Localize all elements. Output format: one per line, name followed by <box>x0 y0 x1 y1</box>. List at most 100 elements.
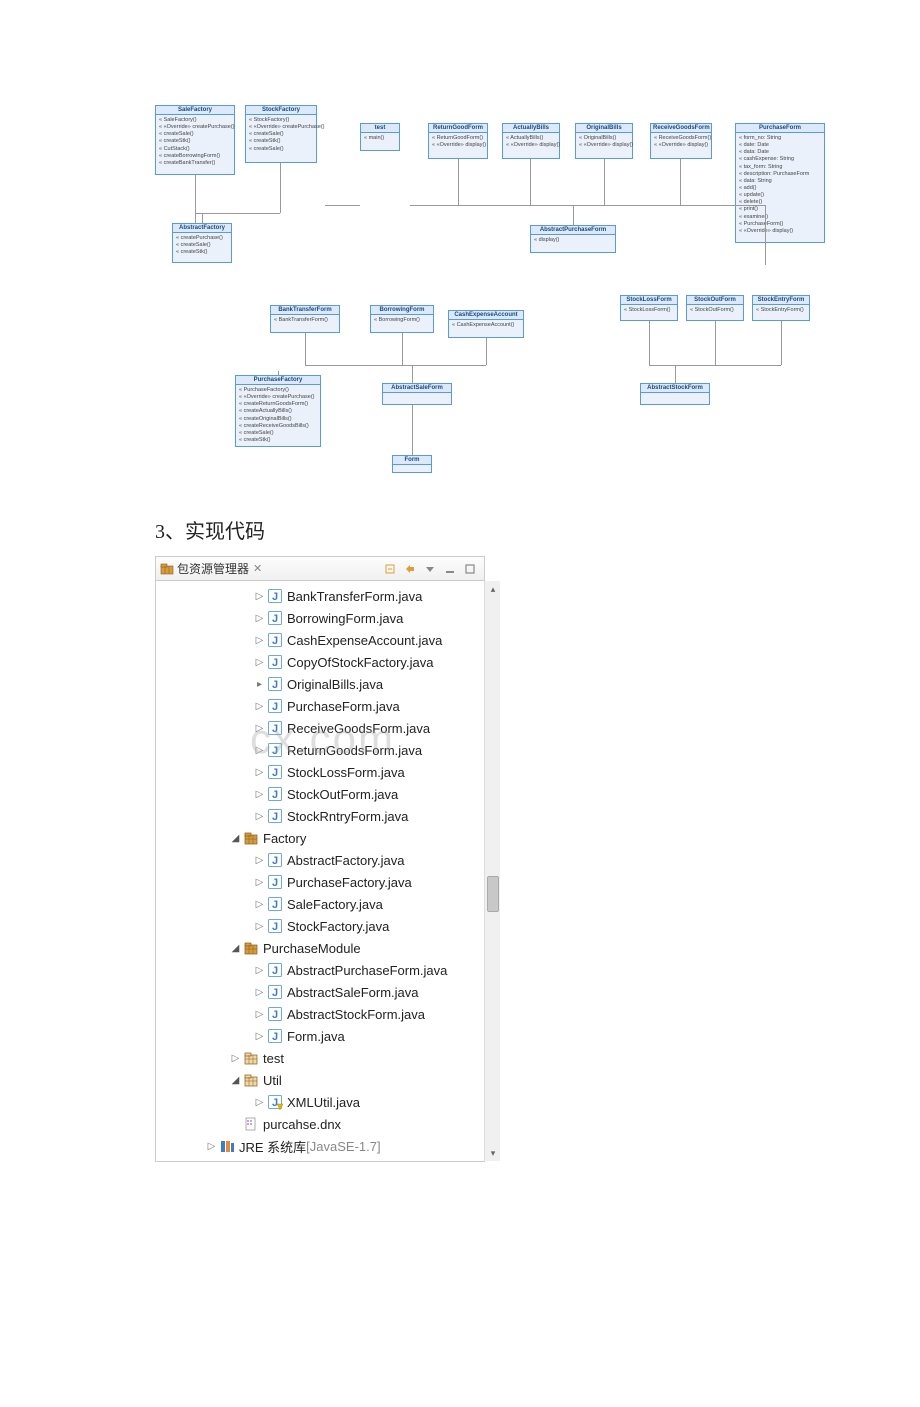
expander-icon[interactable]: ▷ <box>254 745 265 756</box>
tree-item[interactable]: ▷JAbstractStockForm.java <box>156 1003 484 1025</box>
uml-box-receiveGoodsForm: ReceiveGoodsForm« ReceiveGoodsForm()« «O… <box>650 123 712 159</box>
scrollbar[interactable]: ▴ ▾ <box>484 581 500 1161</box>
svg-text:J: J <box>272 987 278 999</box>
tree-item[interactable]: ▷JCashExpenseAccount.java <box>156 629 484 651</box>
svg-text:J: J <box>272 789 278 801</box>
expander-icon[interactable]: ▷ <box>254 789 265 800</box>
link-editor-icon[interactable] <box>402 561 418 577</box>
tree-item[interactable]: ▷ J StockOutForm.java <box>156 783 484 805</box>
tree-item[interactable]: ▷JAbstractPurchaseForm.java <box>156 959 484 981</box>
package-icon <box>243 830 259 846</box>
java-icon: J <box>267 610 283 626</box>
tree-item[interactable]: ▷ J Form.java <box>156 1025 484 1047</box>
uml-box-borrowingForm: BorrowingForm« BorrowingForm() <box>370 305 434 333</box>
java-icon: J <box>267 698 283 714</box>
tree-item[interactable]: ▷JStockRntryForm.java <box>156 805 484 827</box>
expander-icon[interactable]: ▷ <box>254 899 265 910</box>
tree-item[interactable]: ◢ Util <box>156 1069 484 1091</box>
uml-box-abstractPurchaseForm: AbstractPurchaseForm« display() <box>530 225 616 253</box>
package-explorer-icon <box>160 562 174 576</box>
tree-item[interactable]: ◢ PurchaseModule <box>156 937 484 959</box>
expander-icon[interactable]: ◢ <box>230 943 241 954</box>
uml-box-returnGoodsForm: ReturnGoodForm« ReturnGoodForm()« «Overr… <box>428 123 488 159</box>
uml-box-form: Form <box>392 455 432 473</box>
expander-icon[interactable]: ▷ <box>254 591 265 602</box>
expander-icon[interactable]: ▷ <box>254 921 265 932</box>
uml-connector <box>573 205 574 225</box>
expander-icon[interactable]: ▸ <box>254 679 265 690</box>
java-icon: J <box>267 918 283 934</box>
expander-icon[interactable]: ▷ <box>254 701 265 712</box>
uml-diagram: SaleFactory« SaleFactory()« «Override» c… <box>150 105 770 485</box>
expander-icon[interactable]: ▷ <box>230 1053 241 1064</box>
tree-item[interactable]: ▷JStockLossForm.java <box>156 761 484 783</box>
svg-text:J: J <box>272 591 278 603</box>
expander-icon[interactable]: ▷ <box>254 877 265 888</box>
tree-item[interactable]: ▷JReturnGoodsForm.java <box>156 739 484 761</box>
tree-item-label: Factory <box>263 831 306 846</box>
expander-icon[interactable]: ▷ <box>254 1097 265 1108</box>
svg-text:J: J <box>272 1031 278 1043</box>
tree-item[interactable]: ▷JStockFactory.java <box>156 915 484 937</box>
tree-item[interactable]: ▷JRE 系统库 [JavaSE-1.7] <box>156 1135 484 1157</box>
minimize-icon[interactable] <box>442 561 458 577</box>
tree-item-label: BankTransferForm.java <box>287 589 422 604</box>
scroll-thumb[interactable] <box>487 876 499 912</box>
tree-item-label: PurchaseModule <box>263 941 361 956</box>
uml-box-stockEntryForm: StockEntryForm« StockEntryForm() <box>752 295 810 321</box>
scroll-down-icon[interactable]: ▾ <box>485 1145 501 1161</box>
tree-item[interactable]: ▷JReceiveGoodsForm.java <box>156 717 484 739</box>
tree-item[interactable]: ◢ Factory <box>156 827 484 849</box>
svg-text:J: J <box>272 679 278 691</box>
expander-icon[interactable]: ▷ <box>254 965 265 976</box>
uml-connector <box>202 213 203 223</box>
tree-item[interactable]: purcahse.dnx <box>156 1113 484 1135</box>
expander-icon[interactable]: ▷ <box>254 811 265 822</box>
java-icon: J <box>267 676 283 692</box>
tree-item[interactable]: ▷JSaleFactory.java <box>156 893 484 915</box>
uml-connector <box>325 205 360 206</box>
tree-item[interactable]: ▷J XMLUtil.java <box>156 1091 484 1113</box>
tree-item[interactable]: ▷JAbstractSaleForm.java <box>156 981 484 1003</box>
tree-item-label: StockLossForm.java <box>287 765 405 780</box>
expander-icon[interactable]: ▷ <box>254 767 265 778</box>
java-warn-icon: J <box>267 1094 283 1110</box>
explorer-tab-label: 包资源管理器 <box>177 560 249 577</box>
tree-item[interactable]: ▷ J BankTransferForm.java <box>156 585 484 607</box>
tree-item[interactable]: ▷JBorrowingForm.java <box>156 607 484 629</box>
tree-item[interactable]: ▷test <box>156 1047 484 1069</box>
uml-connector <box>715 321 716 365</box>
java-icon: J <box>267 896 283 912</box>
tree-item[interactable]: ▸JOriginalBills.java <box>156 673 484 695</box>
uml-box-cashExpenseAccount: CashExpenseAccount« CashExpenseAccount() <box>448 310 524 338</box>
java-icon: J <box>267 808 283 824</box>
expander-icon[interactable]: ▷ <box>254 613 265 624</box>
view-menu-icon[interactable] <box>422 561 438 577</box>
package-icon <box>243 940 259 956</box>
tree-item-label: Form.java <box>287 1029 345 1044</box>
close-tab-icon[interactable]: ✕ <box>253 562 262 575</box>
expander-icon[interactable]: ◢ <box>230 833 241 844</box>
expander-icon[interactable]: ▷ <box>206 1141 217 1152</box>
tree-item-label: StockOutForm.java <box>287 787 398 802</box>
expander-icon[interactable]: ▷ <box>254 987 265 998</box>
scroll-up-icon[interactable]: ▴ <box>485 581 501 597</box>
tree-item-label: XMLUtil.java <box>287 1095 360 1110</box>
tree-item[interactable]: ▷JPurchaseForm.java <box>156 695 484 717</box>
tree-item[interactable]: ▷JAbstractFactory.java <box>156 849 484 871</box>
expander-icon[interactable]: ▷ <box>254 1031 265 1042</box>
expander-icon[interactable]: ▷ <box>254 855 265 866</box>
maximize-icon[interactable] <box>462 561 478 577</box>
collapse-all-icon[interactable] <box>382 561 398 577</box>
tree-item[interactable]: ▷JCopyOfStockFactory.java <box>156 651 484 673</box>
expander-icon[interactable]: ▷ <box>254 635 265 646</box>
uml-box-originalBills: OriginalBills« OriginalBills()« «Overrid… <box>575 123 633 159</box>
tree-item-label: Util <box>263 1073 282 1088</box>
expander-icon[interactable]: ▷ <box>254 1009 265 1020</box>
svg-text:J: J <box>272 613 278 625</box>
expander-icon[interactable]: ◢ <box>230 1075 241 1086</box>
expander-icon[interactable]: ▷ <box>254 723 265 734</box>
expander-icon[interactable]: ▷ <box>254 657 265 668</box>
tree-item[interactable]: ▷JPurchaseFactory.java <box>156 871 484 893</box>
svg-text:J: J <box>272 635 278 647</box>
